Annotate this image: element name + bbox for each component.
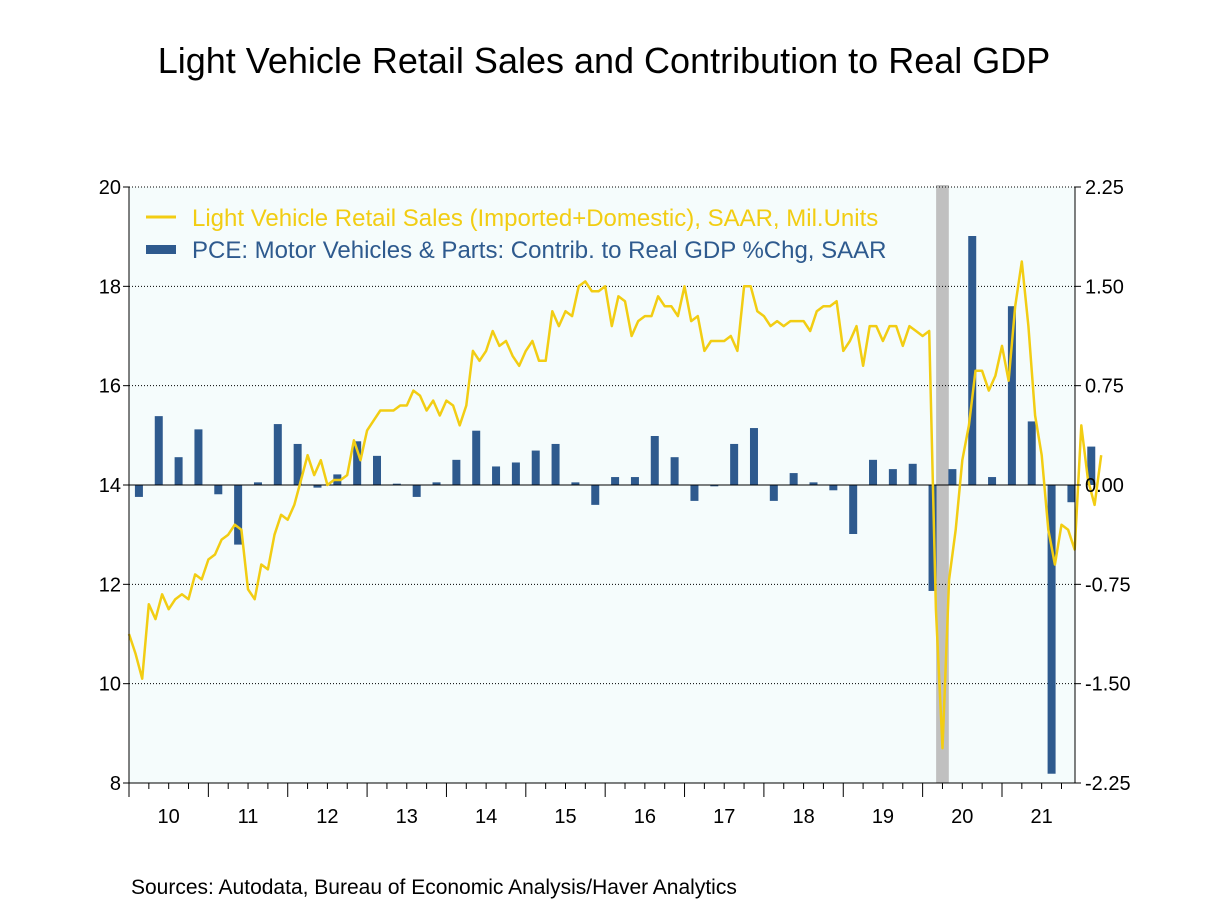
bar [392, 483, 401, 485]
legend-label-bar: PCE: Motor Vehicles & Parts: Contrib. to… [192, 237, 887, 264]
bar [1087, 446, 1096, 485]
bar [888, 469, 897, 485]
bar-series [134, 236, 1096, 774]
bar [154, 416, 163, 485]
x-tick-label: 10 [158, 806, 180, 828]
legend-bar-swatch [146, 245, 176, 254]
x-tick-label: 18 [792, 806, 814, 828]
x-tick-label: 19 [872, 806, 894, 828]
chart-title: Light Vehicle Retail Sales and Contribut… [157, 40, 1051, 81]
bar [511, 462, 520, 485]
bar [591, 485, 600, 505]
bar [313, 485, 322, 488]
axes: 20 18 16 14 12 10 8 2.25 1.50 0.75 0.00 -0.75 -1.50 -… [99, 177, 1131, 828]
bar [571, 482, 580, 485]
right-tick-label: -0.75 [1085, 574, 1131, 596]
bar [988, 477, 997, 485]
bar [373, 455, 382, 485]
bar [928, 485, 937, 591]
bar [730, 443, 739, 485]
bar [809, 482, 818, 485]
bar [273, 424, 282, 485]
right-tick-label: 1.50 [1085, 276, 1124, 298]
x-tick-label: 16 [634, 806, 656, 828]
x-tick-label: 12 [316, 806, 338, 828]
bar [472, 430, 481, 485]
bar [551, 443, 560, 485]
x-tick-label: 17 [713, 806, 735, 828]
bar [670, 457, 679, 485]
bar [432, 482, 441, 485]
bar [749, 428, 758, 485]
recession-shading-layer [936, 185, 949, 783]
bar [452, 459, 461, 485]
bar [293, 443, 302, 485]
recession-band [936, 185, 949, 783]
bar [690, 485, 699, 501]
bar [829, 485, 838, 491]
bar [611, 477, 620, 485]
line-series [127, 260, 1103, 750]
right-tick-label: 0.00 [1085, 475, 1124, 497]
bar [1027, 421, 1036, 485]
bar [1007, 306, 1016, 485]
x-tick-label: 21 [1031, 806, 1053, 828]
bar [194, 429, 203, 485]
bar [630, 477, 639, 485]
bar [134, 485, 143, 497]
left-tick-label: 20 [99, 177, 121, 199]
bar [234, 485, 243, 545]
bar [849, 485, 858, 535]
x-tick-label: 13 [396, 806, 418, 828]
bar [789, 473, 798, 485]
bar [1067, 485, 1076, 503]
bar [948, 469, 957, 485]
legend: Light Vehicle Retail Sales (Imported+Dom… [146, 205, 887, 264]
left-tick-label: 10 [99, 674, 121, 696]
bar [214, 485, 223, 495]
x-tick-label: 11 [238, 806, 259, 828]
right-tick-label: 0.75 [1085, 376, 1124, 398]
bar [353, 441, 362, 485]
legend-label-line: Light Vehicle Retail Sales (Imported+Dom… [192, 205, 878, 232]
left-tick-label: 14 [99, 475, 121, 497]
bar [650, 435, 659, 485]
bar [908, 463, 917, 485]
bar [412, 485, 421, 497]
bar [769, 485, 778, 501]
bar [968, 236, 977, 485]
right-tick-label: -2.25 [1085, 773, 1131, 795]
left-tick-label: 8 [110, 773, 121, 795]
left-tick-label: 16 [99, 376, 121, 398]
bar [1047, 485, 1056, 774]
x-tick-label: 20 [951, 806, 973, 828]
bar [492, 466, 501, 485]
right-tick-label: 2.25 [1085, 177, 1124, 199]
source-note: Sources: Autodata, Bureau of Economic An… [131, 876, 737, 899]
bar [174, 457, 183, 485]
x-tick-label: 15 [554, 806, 576, 828]
bar [869, 459, 878, 485]
bar [253, 482, 262, 485]
bar [531, 450, 540, 485]
x-tick-label: 14 [475, 806, 497, 828]
left-tick-label: 18 [99, 276, 121, 298]
bar [710, 485, 719, 487]
left-tick-label: 12 [99, 574, 121, 596]
right-tick-label: -1.50 [1085, 674, 1131, 696]
